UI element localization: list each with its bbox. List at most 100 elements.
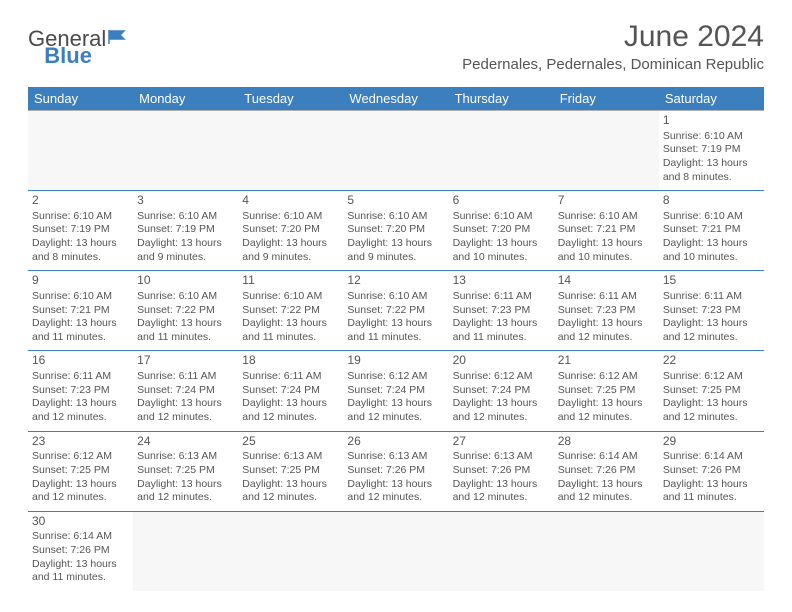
sunset-text: Sunset: 7:26 PM xyxy=(347,464,444,478)
day-number: 9 xyxy=(32,273,129,289)
sunset-text: Sunset: 7:24 PM xyxy=(242,384,339,398)
calendar-cell xyxy=(554,511,659,591)
calendar-cell: 8Sunrise: 6:10 AMSunset: 7:21 PMDaylight… xyxy=(659,191,764,271)
flag-icon xyxy=(108,26,130,52)
daylight-text: Daylight: 13 hours and 12 minutes. xyxy=(242,478,339,505)
daylight-text: Daylight: 13 hours and 12 minutes. xyxy=(453,397,550,424)
sunrise-text: Sunrise: 6:14 AM xyxy=(32,530,129,544)
day-number: 18 xyxy=(242,353,339,369)
title-block: June 2024 Pedernales, Pedernales, Domini… xyxy=(462,20,764,73)
calendar-cell xyxy=(449,111,554,191)
brand-text-2: Blue xyxy=(44,43,92,69)
daylight-text: Daylight: 13 hours and 12 minutes. xyxy=(558,397,655,424)
calendar-cell: 3Sunrise: 6:10 AMSunset: 7:19 PMDaylight… xyxy=(133,191,238,271)
daylight-text: Daylight: 13 hours and 10 minutes. xyxy=(558,237,655,264)
sunrise-text: Sunrise: 6:10 AM xyxy=(242,290,339,304)
sunset-text: Sunset: 7:25 PM xyxy=(663,384,760,398)
day-number: 12 xyxy=(347,273,444,289)
calendar-cell: 22Sunrise: 6:12 AMSunset: 7:25 PMDayligh… xyxy=(659,351,764,431)
daylight-text: Daylight: 13 hours and 10 minutes. xyxy=(453,237,550,264)
sunset-text: Sunset: 7:24 PM xyxy=(347,384,444,398)
day-number: 21 xyxy=(558,353,655,369)
sunrise-text: Sunrise: 6:11 AM xyxy=(663,290,760,304)
daylight-text: Daylight: 13 hours and 11 minutes. xyxy=(137,317,234,344)
sunset-text: Sunset: 7:23 PM xyxy=(32,384,129,398)
sunset-text: Sunset: 7:23 PM xyxy=(558,304,655,318)
weekday-header: Monday xyxy=(133,87,238,111)
day-number: 5 xyxy=(347,193,444,209)
sunset-text: Sunset: 7:20 PM xyxy=(242,223,339,237)
day-number: 1 xyxy=(663,113,760,129)
daylight-text: Daylight: 13 hours and 9 minutes. xyxy=(242,237,339,264)
calendar-row: 16 Sunrise: 6:11 AM Sunset: 7:23 PM Dayligh… xyxy=(28,351,764,431)
daylight-text: Daylight: 13 hours and 11 minutes. xyxy=(32,558,129,585)
sunset-text: Sunset: 7:25 PM xyxy=(242,464,339,478)
day-number: 28 xyxy=(558,434,655,450)
day-number: 26 xyxy=(347,434,444,450)
sunset-text: Sunset: 7:23 PM xyxy=(453,304,550,318)
sunrise-text: Sunrise: 6:11 AM xyxy=(453,290,550,304)
calendar-cell: 4Sunrise: 6:10 AMSunset: 7:20 PMDaylight… xyxy=(238,191,343,271)
day-number: 15 xyxy=(663,273,760,289)
sunrise-text: Sunrise: 6:12 AM xyxy=(663,370,760,384)
calendar-cell: 1Sunrise: 6:10 AMSunset: 7:19 PMDaylight… xyxy=(659,111,764,191)
calendar-cell: 19Sunrise: 6:12 AMSunset: 7:24 PMDayligh… xyxy=(343,351,448,431)
sunrise-text: Sunrise: 6:10 AM xyxy=(663,210,760,224)
sunrise-text: Sunrise: 6:10 AM xyxy=(32,290,129,304)
daylight-text: Daylight: 13 hours and 9 minutes. xyxy=(137,237,234,264)
sunrise-text: Sunrise: 6:11 AM xyxy=(137,370,234,384)
sunset-text: Sunset: 7:21 PM xyxy=(663,223,760,237)
daylight-text: Daylight: 13 hours and 12 minutes. xyxy=(558,317,655,344)
day-number: 16 xyxy=(32,353,129,369)
day-number: 17 xyxy=(137,353,234,369)
calendar-row: 1Sunrise: 6:10 AMSunset: 7:19 PMDaylight… xyxy=(28,111,764,191)
calendar-cell: 23Sunrise: 6:12 AMSunset: 7:25 PMDayligh… xyxy=(28,431,133,511)
weekday-header: Friday xyxy=(554,87,659,111)
calendar-cell: 2Sunrise: 6:10 AMSunset: 7:19 PMDaylight… xyxy=(28,191,133,271)
day-number: 13 xyxy=(453,273,550,289)
sunset-text: Sunset: 7:20 PM xyxy=(453,223,550,237)
day-number: 29 xyxy=(663,434,760,450)
sunset-text: Sunset: 7:26 PM xyxy=(453,464,550,478)
sunset-text: Sunset: 7:26 PM xyxy=(32,544,129,558)
calendar-cell: 10Sunrise: 6:10 AMSunset: 7:22 PMDayligh… xyxy=(133,271,238,351)
day-number: 4 xyxy=(242,193,339,209)
sunrise-text: Sunrise: 6:13 AM xyxy=(137,450,234,464)
sunrise-text: Sunrise: 6:14 AM xyxy=(558,450,655,464)
sunset-text: Sunset: 7:26 PM xyxy=(558,464,655,478)
calendar-table: Sunday Monday Tuesday Wednesday Thursday… xyxy=(28,87,764,591)
day-number: 22 xyxy=(663,353,760,369)
calendar-cell: 5Sunrise: 6:10 AMSunset: 7:20 PMDaylight… xyxy=(343,191,448,271)
daylight-text: Daylight: 13 hours and 8 minutes. xyxy=(663,157,760,184)
calendar-cell: 24Sunrise: 6:13 AMSunset: 7:25 PMDayligh… xyxy=(133,431,238,511)
calendar-cell xyxy=(133,511,238,591)
day-number: 11 xyxy=(242,273,339,289)
calendar-cell: 11Sunrise: 6:10 AMSunset: 7:22 PMDayligh… xyxy=(238,271,343,351)
weekday-header: Thursday xyxy=(449,87,554,111)
sunrise-text: Sunrise: 6:10 AM xyxy=(137,290,234,304)
sunrise-text: Sunrise: 6:10 AM xyxy=(137,210,234,224)
calendar-cell xyxy=(343,511,448,591)
calendar-cell xyxy=(449,511,554,591)
sunrise-text: Sunrise: 6:12 AM xyxy=(558,370,655,384)
daylight-text: Daylight: 13 hours and 12 minutes. xyxy=(347,397,444,424)
calendar-cell: 7Sunrise: 6:10 AMSunset: 7:21 PMDaylight… xyxy=(554,191,659,271)
calendar-cell: 25Sunrise: 6:13 AMSunset: 7:25 PMDayligh… xyxy=(238,431,343,511)
sunset-text: Sunset: 7:19 PM xyxy=(137,223,234,237)
day-number: 30 xyxy=(32,514,129,530)
weekday-header: Saturday xyxy=(659,87,764,111)
daylight-text: Daylight: 13 hours and 11 minutes. xyxy=(663,478,760,505)
calendar-cell xyxy=(238,111,343,191)
day-number: 27 xyxy=(453,434,550,450)
calendar-cell: 9Sunrise: 6:10 AMSunset: 7:21 PMDaylight… xyxy=(28,271,133,351)
daylight-text: Daylight: 13 hours and 11 minutes. xyxy=(347,317,444,344)
day-number: 25 xyxy=(242,434,339,450)
daylight-text: Daylight: 13 hours and 12 minutes. xyxy=(242,397,339,424)
sunrise-text: Sunrise: 6:13 AM xyxy=(347,450,444,464)
sunset-text: Sunset: 7:20 PM xyxy=(347,223,444,237)
sunset-text: Sunset: 7:22 PM xyxy=(242,304,339,318)
calendar-cell: 21Sunrise: 6:12 AMSunset: 7:25 PMDayligh… xyxy=(554,351,659,431)
month-title: June 2024 xyxy=(462,20,764,54)
day-number: 7 xyxy=(558,193,655,209)
sunrise-text: Sunrise: 6:10 AM xyxy=(663,130,760,144)
